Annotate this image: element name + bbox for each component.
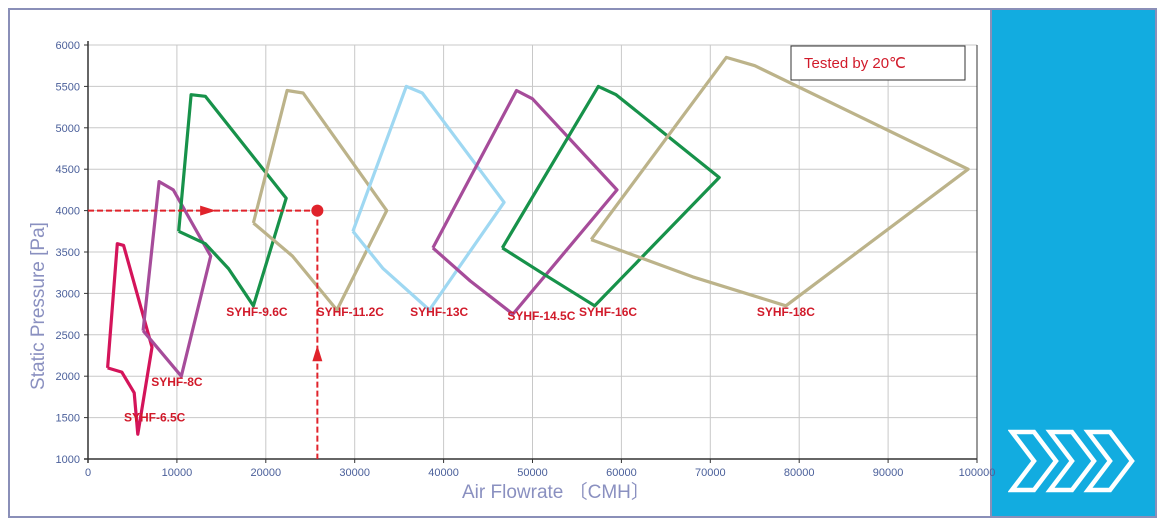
x-tick-label: 100000 (959, 467, 996, 479)
curve-label: SYHF-6.5C (124, 411, 186, 425)
x-tick-label: 20000 (251, 467, 282, 479)
y-axis-title: Static Pressure [Pa] (28, 222, 49, 390)
curve-label: SYHF-9.6C (226, 305, 288, 319)
fan-curves (106, 55, 970, 436)
y-tick-label: 6000 (56, 40, 80, 52)
curve-syhf-9-6c (177, 93, 288, 308)
y-tick-label: 3000 (56, 288, 80, 300)
operating-point-marker (311, 204, 324, 217)
x-tick-label: 50000 (517, 467, 548, 479)
curve-label: SYHF-8C (151, 375, 203, 389)
x-tick-label: 70000 (695, 467, 726, 479)
tick-labels: 0 10000 20000 30000 40000 50000 60000 70000 8000… (56, 40, 996, 479)
annotation-text: Tested by 20℃ (804, 55, 906, 72)
curve-label: SYHF-11.2C (317, 305, 385, 319)
annotation-box (790, 45, 966, 81)
y-tick-label: 2000 (56, 371, 80, 383)
curve-syhf-18c (589, 55, 970, 308)
curve-syhf-6-5c (106, 242, 154, 436)
x-axis-title: Air Flowrate 〔CMH〕 (462, 481, 650, 503)
curve-syhf-14-5c (431, 88, 619, 316)
y-tick-label: 5000 (56, 123, 80, 135)
y-tick-label: 4500 (56, 164, 80, 176)
curve-syhf-11-2c (251, 88, 389, 312)
x-tick-label: 10000 (162, 467, 193, 479)
curve-label: SYHF-18C (757, 305, 815, 319)
y-tick-label: 3500 (56, 247, 80, 259)
right-arrow-icon (200, 205, 217, 216)
side-panel (992, 8, 1157, 518)
x-tick-label: 90000 (873, 467, 904, 479)
curve-label: SYHF-13C (410, 305, 468, 319)
curve-syhf-16c (500, 84, 721, 308)
up-arrow-icon (312, 345, 323, 362)
curve-syhf-13c (351, 84, 506, 312)
y-tick-label: 1000 (56, 454, 80, 466)
x-tick-label: 60000 (606, 467, 637, 479)
curve-labels: SYHF-6.5C SYHF-8C SYHF-9.6C SYHF-11.2C SYHF-… (124, 305, 815, 425)
y-tick-label: 1500 (56, 413, 80, 425)
x-tick-label: 0 (85, 467, 91, 479)
x-tick-label: 80000 (784, 467, 815, 479)
y-tick-label: 5500 (56, 81, 80, 93)
y-tick-label: 2500 (56, 330, 80, 342)
curve-label: SYHF-16C (579, 305, 637, 319)
x-tick-label: 30000 (339, 467, 370, 479)
y-tick-label: 4000 (56, 206, 80, 218)
next-chevrons-icon[interactable] (1008, 428, 1138, 494)
chart-grid (88, 44, 978, 460)
curve-syhf-8c (141, 180, 213, 378)
x-tick-label: 40000 (428, 467, 459, 479)
operating-point-group (88, 204, 324, 459)
curve-label: SYHF-14.5C (507, 309, 575, 323)
